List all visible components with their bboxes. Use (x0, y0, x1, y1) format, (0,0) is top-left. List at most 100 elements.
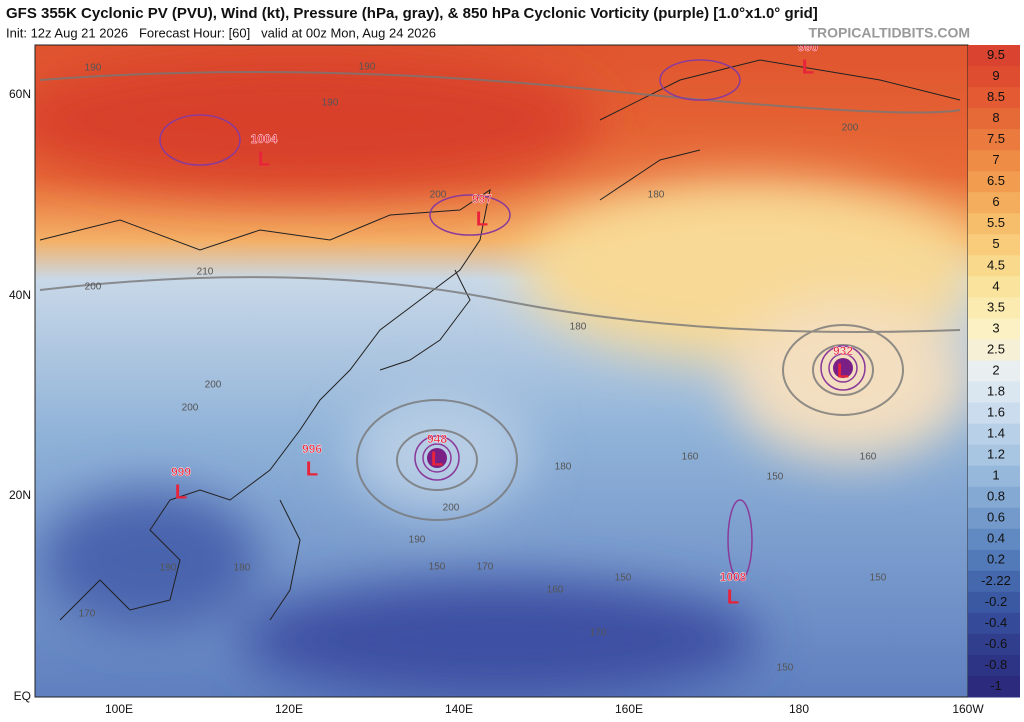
colorbar-swatch (968, 612, 1020, 635)
colorbar-swatch (968, 570, 1020, 593)
colorbar-label: 1 (992, 468, 999, 483)
low-symbol: L (837, 360, 849, 382)
colorbar-swatch (968, 150, 1020, 172)
colorbar-label: -0.6 (985, 636, 1007, 651)
contour-label: 210 (197, 267, 214, 278)
colorbar-swatch (968, 549, 1020, 572)
colorbar-label: 7 (992, 152, 999, 167)
contour-label: 150 (777, 663, 794, 674)
colorbar-label: 6 (992, 194, 999, 209)
colorbar-label: 7.5 (987, 131, 1005, 146)
low-symbol: L (802, 56, 814, 78)
colorbar-swatch (968, 66, 1020, 88)
low-symbol: L (476, 208, 488, 230)
colorbar-swatch (968, 486, 1020, 509)
contour-label: 150 (767, 472, 784, 483)
colorbar-label: 2.5 (987, 341, 1005, 356)
colorbar-swatch (968, 444, 1020, 467)
low-pressure: 1008 (720, 570, 747, 584)
colorbar-label: -1 (990, 678, 1002, 693)
colorbar-swatch (968, 360, 1020, 383)
low-symbol: L (431, 448, 443, 470)
low-pressure: 1004 (251, 132, 278, 146)
low-symbol: L (258, 148, 270, 170)
colorbar-swatch (968, 591, 1020, 614)
title: GFS 355K Cyclonic PV (PVU), Wind (kt), P… (6, 5, 818, 22)
contour-label: 160 (547, 585, 564, 596)
contour-label: 160 (860, 452, 877, 463)
contour-label: 180 (555, 462, 572, 473)
lon-label: 120E (275, 702, 303, 716)
colorbar-label: 1.4 (987, 426, 1005, 441)
contour-label: 150 (615, 573, 632, 584)
colorbar-label: 0.4 (987, 531, 1005, 546)
colorbar-swatch (968, 318, 1020, 340)
lat-label: 20N (9, 488, 31, 502)
lat-label: 60N (9, 87, 31, 101)
colorbar-swatch (968, 213, 1020, 235)
colorbar-swatch (968, 192, 1020, 214)
contour-label: 190 (359, 62, 376, 73)
contour-label: 150 (429, 562, 446, 573)
contour-label: 180 (570, 322, 587, 333)
contour-label: 150 (870, 573, 887, 584)
contour-label: 190 (85, 63, 102, 74)
colorbar-label: 9 (992, 68, 999, 83)
colorbar-label: 3.5 (987, 299, 1005, 314)
contour-label: 170 (477, 562, 494, 573)
colorbar-label: -2.22 (981, 573, 1011, 588)
colorbar-label: -0.2 (985, 594, 1007, 609)
contour-label: 190 (160, 563, 177, 574)
watermark: TROPICALTIDBITS.COM (808, 25, 970, 41)
contour-label: 200 (182, 403, 199, 414)
colorbar-label: 0.2 (987, 552, 1005, 567)
colorbar-label: 6.5 (987, 173, 1005, 188)
low-pressure: 999 (171, 465, 191, 479)
contour-label: 200 (430, 190, 447, 201)
lat-label: 40N (9, 288, 31, 302)
colorbar-swatch (968, 528, 1020, 551)
colorbar-label: -0.4 (985, 615, 1007, 630)
colorbar-swatch (968, 108, 1020, 130)
colorbar-swatch (968, 276, 1020, 298)
colorbar-swatch (968, 234, 1020, 256)
colorbar-swatch (968, 654, 1020, 677)
low-symbol: L (727, 586, 739, 608)
low-pressure: 948 (427, 432, 447, 446)
colorbar-swatch (968, 465, 1020, 488)
contour-label: 200 (842, 123, 859, 134)
contour-label: 180 (234, 563, 251, 574)
contour-label: 170 (590, 628, 607, 639)
low-pressure: 990 (798, 40, 818, 54)
colorbar-label: 4 (992, 278, 999, 293)
lon-label: 160E (615, 702, 643, 716)
contour-label: 200 (443, 503, 460, 514)
colorbar-swatch (968, 402, 1020, 425)
colorbar-swatch (968, 255, 1020, 277)
colorbar-label: 1.2 (987, 447, 1005, 462)
colorbar-label: -0.8 (985, 657, 1007, 672)
lon-label: 140E (445, 702, 473, 716)
colorbar-swatch (968, 339, 1020, 361)
colorbar-swatch (968, 87, 1020, 109)
colorbar-label: 0.6 (987, 510, 1005, 525)
colorbar-label: 9.5 (987, 47, 1005, 62)
colorbar-swatch (968, 675, 1020, 698)
contour-label: 190 (409, 535, 426, 546)
contour-label: 200 (85, 282, 102, 293)
low-pressure: 997 (472, 192, 492, 206)
colorbar-label: 5 (992, 236, 999, 251)
lon-label: 160W (952, 702, 984, 716)
colorbar-label: 4.5 (987, 257, 1005, 272)
contour-label: 180 (648, 190, 665, 201)
lat-label: EQ (14, 689, 31, 703)
colorbar-label: 2 (992, 362, 999, 377)
low-pressure: 996 (302, 442, 322, 456)
contour-label: 160 (682, 452, 699, 463)
colorbar-label: 3 (992, 320, 999, 335)
map: 190 190 190 200 180 200 210 200 180 200 200 180 160 1… (35, 40, 968, 697)
colorbar-swatch (968, 297, 1020, 319)
colorbar-label: 0.8 (987, 489, 1005, 504)
colorbar-swatch (968, 129, 1020, 151)
